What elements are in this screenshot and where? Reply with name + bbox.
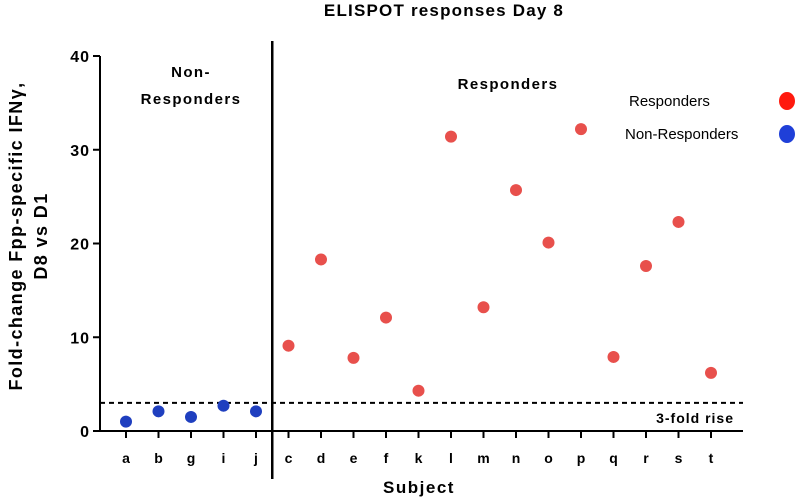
responders-group-label: Responders: [458, 76, 559, 93]
legend-label-responders: Responders: [629, 93, 710, 110]
x-tick-label: c: [285, 450, 293, 466]
y-axis: 0 10 20 30 40: [70, 49, 101, 441]
chart-title: ELISPOT responses Day 8: [324, 1, 564, 20]
y-tick-label: 30: [70, 143, 90, 160]
responders-point: [575, 123, 587, 136]
legend: Responders Non-Responders: [625, 92, 795, 143]
non-responders-point: [217, 399, 230, 412]
x-tick-label: o: [544, 450, 553, 466]
x-tick-label: n: [512, 450, 521, 466]
x-tick-label: l: [449, 450, 453, 466]
x-tick-label: q: [609, 450, 618, 466]
responders-point: [315, 253, 327, 266]
reference-line-label: 3-fold rise: [656, 410, 734, 426]
responders-point: [542, 236, 555, 249]
x-tick-label: d: [317, 450, 326, 466]
non-responders-point: [185, 410, 197, 423]
y-tick-label: 0: [80, 424, 90, 441]
responders-point: [412, 384, 425, 397]
non-responders-group-label: Non-: [171, 64, 211, 81]
responders-point: [705, 366, 717, 379]
responders-point: [282, 339, 295, 352]
y-tick-label: 40: [70, 49, 90, 66]
responders-point: [607, 350, 620, 363]
y-axis-label-line-1: Fold-change Fpp-specific IFNγ,: [6, 81, 26, 390]
responders-point: [380, 311, 392, 324]
legend-label-non-responders: Non-Responders: [625, 126, 738, 143]
non-responders-point: [152, 405, 165, 418]
responders-point: [347, 351, 360, 364]
non-responders-point: [250, 405, 262, 418]
x-tick-label: g: [187, 450, 196, 466]
y-tick-label: 10: [70, 330, 90, 347]
x-tick-label: t: [709, 450, 714, 466]
x-tick-label: a: [122, 450, 130, 466]
x-tick-label: j: [253, 450, 258, 466]
legend-marker-non-responders: [779, 125, 795, 143]
x-tick-label: k: [415, 450, 423, 466]
y-tick-label: 20: [70, 237, 90, 254]
non-responders-point: [120, 415, 132, 428]
data-points: [120, 123, 717, 428]
responders-point: [640, 260, 652, 272]
responders-point: [477, 301, 490, 314]
non-responders-group-label: Responders: [141, 91, 242, 108]
x-tick-label: e: [350, 450, 358, 466]
responders-point: [510, 184, 522, 197]
x-tick-label: r: [643, 450, 649, 466]
x-tick-label: p: [577, 450, 586, 466]
legend-marker-responders: [779, 92, 795, 110]
responders-point: [672, 215, 685, 228]
x-tick-label: b: [154, 450, 163, 466]
x-tick-label: f: [384, 450, 389, 466]
responders-point: [445, 130, 457, 143]
x-axis-label: Subject: [383, 478, 455, 497]
x-tick-label: m: [477, 450, 489, 466]
x-tick-label: s: [675, 450, 683, 466]
y-axis-label-line-2: D8 vs D1: [31, 192, 51, 279]
x-tick-label: i: [222, 450, 226, 466]
